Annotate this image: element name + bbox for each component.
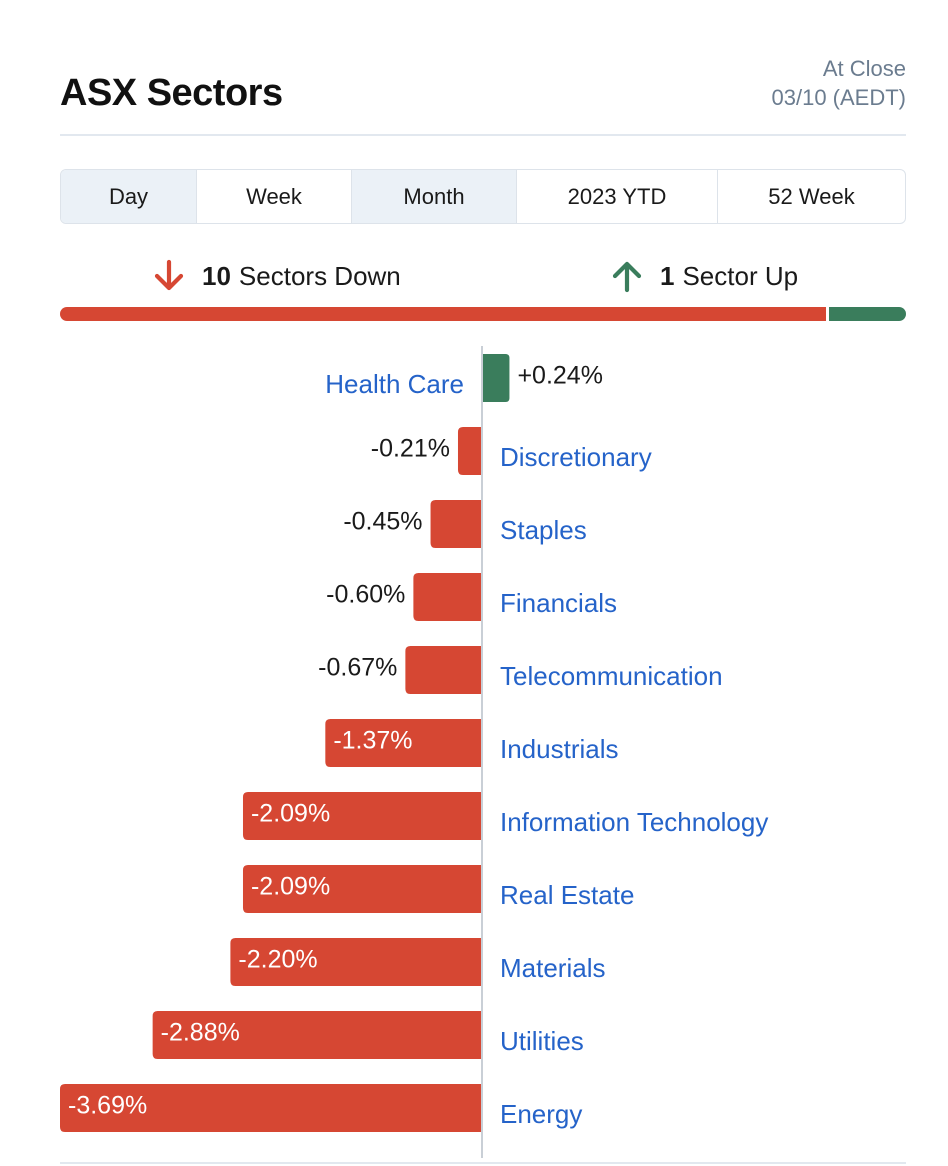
sector-link[interactable]: Energy [500, 1099, 582, 1129]
sectors-down-count: 10 [202, 260, 231, 291]
page-title: ASX Sectors [60, 72, 283, 114]
arrow-down-icon [154, 259, 184, 291]
bar-negative [230, 938, 482, 986]
status-date: 03/10 (AEDT) [771, 85, 907, 110]
bar-value-label: +0.24% [517, 362, 603, 390]
bar-negative [152, 1011, 482, 1059]
sector-link[interactable]: Telecommunication [500, 661, 723, 691]
bar-negative [242, 865, 482, 913]
status-label: At Close [822, 56, 906, 81]
bar-value-label: -2.09% [251, 873, 330, 901]
bar-negative [457, 427, 482, 475]
sector-link[interactable]: Staples [500, 515, 587, 545]
bar-negative [413, 573, 482, 621]
sectors-up-label: Sector Up [682, 260, 799, 291]
sector-link[interactable]: Financials [500, 588, 617, 618]
bar-value-label: -0.21% [371, 435, 450, 463]
tab-month[interactable]: Month [352, 170, 517, 223]
sectors-up-count: 1 [660, 260, 675, 291]
bar-negative [405, 646, 482, 694]
header-divider [60, 134, 906, 136]
sectors-down-label: Sectors Down [238, 260, 401, 291]
sector-link[interactable]: Health Care [325, 369, 464, 399]
period-tabs: Day Week Month 2023 YTD 52 Week [60, 169, 906, 224]
market-status: At Close 03/10 (AEDT) [772, 54, 907, 112]
bar-value-label: -0.45% [343, 508, 422, 536]
sector-performance-chart: +0.24% Health Care -0.21% Discretionary -0.4… [60, 346, 768, 1158]
bar-negative [60, 1084, 482, 1132]
bar-positive [482, 354, 510, 402]
sector-link[interactable]: Materials [500, 953, 605, 983]
bar-value-label: -2.88% [161, 1019, 240, 1047]
tab-day[interactable]: Day [61, 170, 197, 223]
bar-negative [242, 792, 482, 840]
breadth-bar-up [829, 307, 906, 321]
bar-value-label: -0.67% [318, 654, 397, 682]
footer-divider [60, 1162, 906, 1164]
sector-link[interactable]: Discretionary [500, 442, 652, 472]
bar-value-label: -2.20% [238, 946, 317, 974]
sector-link[interactable]: Real Estate [500, 880, 634, 910]
tab-52-week[interactable]: 52 Week [768, 183, 855, 209]
arrow-up-icon [612, 261, 642, 293]
sector-link[interactable]: Utilities [500, 1026, 584, 1056]
breadth-bar [60, 307, 906, 321]
sectors-down-summary: 10 Sectors Down [152, 256, 401, 296]
bar-value-label: -3.69% [68, 1092, 147, 1120]
bar-value-label: -0.60% [326, 581, 405, 609]
tab-week[interactable]: Week [197, 170, 352, 223]
breadth-bar-down [60, 307, 826, 321]
breadth-bar-gap [826, 307, 829, 321]
sector-link[interactable]: Industrials [500, 734, 619, 764]
sector-link[interactable]: Information Technology [500, 807, 768, 837]
bar-value-label: -1.37% [333, 727, 412, 755]
bar-negative [430, 500, 482, 548]
tab-2023-ytd[interactable]: 2023 YTD [517, 170, 718, 223]
bar-value-label: -2.09% [251, 800, 330, 828]
bar-negative [325, 719, 482, 767]
sectors-up-summary: 1 Sector Up [610, 256, 798, 296]
